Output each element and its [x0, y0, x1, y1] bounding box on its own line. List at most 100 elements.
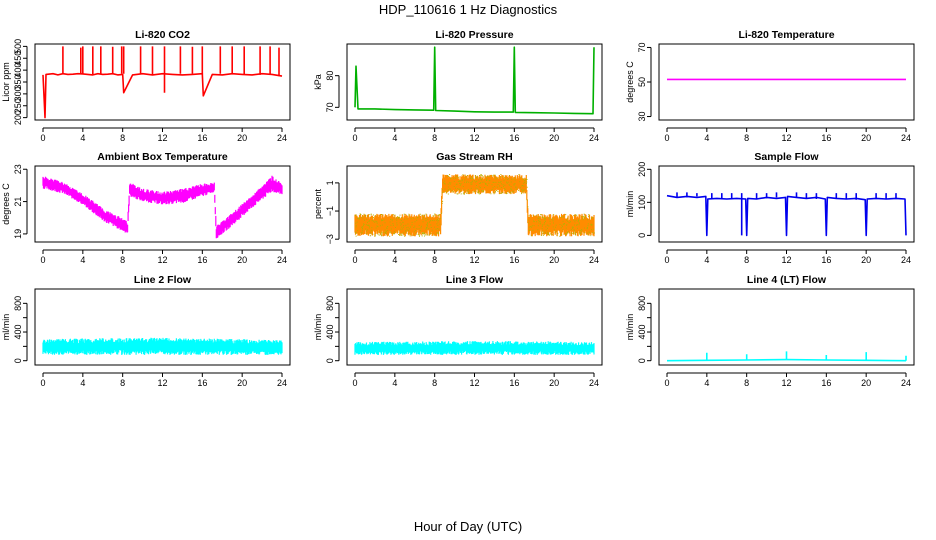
- y-tick-label: 400: [13, 325, 23, 340]
- series-spikes: [62, 46, 280, 93]
- x-tick-label: 20: [861, 133, 871, 143]
- plot-frame: [34, 288, 291, 366]
- plot-area: [42, 175, 283, 239]
- series-spikes: [706, 351, 907, 361]
- x-tick-label: 20: [237, 255, 247, 265]
- x-tick-label: 16: [197, 255, 207, 265]
- x-tick-label: 12: [157, 133, 167, 143]
- y-tick-label: −1: [325, 206, 335, 216]
- x-tick-label: 4: [392, 133, 397, 143]
- y-tick-label: 800: [13, 296, 23, 311]
- x-tick-label: 12: [157, 255, 167, 265]
- y-tick-label: 0: [637, 233, 647, 238]
- y-tick-label: 23: [13, 164, 23, 174]
- y-tick-label: −3: [325, 234, 335, 244]
- x-tick-label: 16: [821, 378, 831, 388]
- x-tick-label: 20: [861, 378, 871, 388]
- x-tick-label: 8: [432, 378, 437, 388]
- y-tick-label: 0: [13, 358, 23, 363]
- chart-panel-3: Li-820 Temperature 0 4 8 12 16 20 24 30 50 70degre…: [625, 29, 915, 143]
- x-tick-label: 20: [549, 378, 559, 388]
- x-tick-label: 24: [901, 378, 911, 388]
- y-axis-label: ml/min: [625, 314, 635, 341]
- panel-title: Li-820 Temperature: [738, 29, 834, 41]
- x-tick-label: 24: [277, 255, 287, 265]
- x-tick-label: 20: [237, 378, 247, 388]
- series-line: [354, 46, 595, 115]
- x-tick-label: 16: [197, 378, 207, 388]
- x-tick-label: 4: [392, 378, 397, 388]
- panel-title: Line 2 Flow: [134, 274, 192, 286]
- y-tick-label: 300: [13, 86, 23, 101]
- chart-panel-4: Ambient Box Temperature 0 4 8 12 16 20 24 19 21 23…: [1, 151, 291, 265]
- x-axis: 0 4 8 12 16 20 24: [40, 127, 287, 143]
- x-tick-label: 4: [80, 133, 85, 143]
- x-tick-label: 8: [120, 133, 125, 143]
- plot-frame: [346, 43, 603, 121]
- y-axis-label: degrees C: [1, 183, 11, 225]
- x-axis: 0 4 8 12 16 20 24: [664, 372, 911, 388]
- y-tick-label: 350: [13, 74, 23, 89]
- plot-area: [42, 337, 283, 355]
- x-tick-label: 16: [821, 255, 831, 265]
- x-tick-label: 24: [277, 133, 287, 143]
- series-line: [666, 358, 907, 362]
- x-tick-label: 0: [664, 255, 669, 265]
- x-tick-label: 8: [744, 378, 749, 388]
- y-tick-label: 70: [637, 42, 647, 52]
- x-axis: 0 4 8 12 16 20 24: [40, 372, 287, 388]
- x-tick-label: 20: [549, 133, 559, 143]
- plot-frame: [34, 43, 291, 121]
- x-tick-label: 12: [157, 378, 167, 388]
- series-spikes: [676, 192, 897, 236]
- plot-area: [354, 46, 595, 115]
- y-tick-label: 450: [13, 51, 23, 66]
- series-band: [42, 175, 283, 239]
- x-tick-label: 24: [901, 255, 911, 265]
- plot-area: [354, 341, 595, 355]
- x-tick-label: 24: [589, 255, 599, 265]
- chart-panel-1: Li-820 CO2 0 4 8 12 16 20 24 2002503003504004505…: [1, 29, 291, 143]
- x-tick-label: 4: [80, 378, 85, 388]
- x-axis: 0 4 8 12 16 20 24: [664, 249, 911, 265]
- x-tick-label: 0: [664, 378, 669, 388]
- x-tick-label: 20: [861, 255, 871, 265]
- panel-title: Gas Stream RH: [436, 151, 512, 163]
- y-tick-label: 70: [325, 102, 335, 112]
- y-axis: 0 100 200 ml/min: [625, 162, 652, 238]
- plot-frame: [346, 165, 603, 243]
- plot-frame: [658, 165, 915, 243]
- panel-title: Li-820 CO2: [135, 29, 190, 41]
- x-tick-label: 0: [352, 378, 357, 388]
- panel-title: Li-820 Pressure: [435, 29, 513, 41]
- x-tick-label: 4: [392, 255, 397, 265]
- x-tick-label: 16: [509, 255, 519, 265]
- series-band: [42, 337, 283, 355]
- plot-frame: [34, 165, 291, 243]
- x-axis: 0 4 8 12 16 20 24: [40, 249, 287, 265]
- y-axis-label: degrees C: [625, 61, 635, 103]
- y-tick-label: 30: [637, 112, 647, 122]
- x-tick-label: 0: [40, 133, 45, 143]
- x-tick-label: 24: [277, 378, 287, 388]
- y-tick-label: 400: [13, 63, 23, 78]
- x-tick-label: 4: [704, 378, 709, 388]
- x-tick-label: 0: [352, 133, 357, 143]
- figure-title: HDP_110616 1 Hz Diagnostics: [379, 2, 558, 17]
- x-tick-label: 12: [469, 378, 479, 388]
- x-tick-label: 0: [664, 133, 669, 143]
- y-tick-label: 250: [13, 98, 23, 113]
- y-tick-label: 400: [637, 325, 647, 340]
- series-line: [666, 194, 907, 237]
- y-axis-label: ml/min: [625, 191, 635, 218]
- x-tick-label: 12: [469, 133, 479, 143]
- x-tick-label: 12: [781, 133, 791, 143]
